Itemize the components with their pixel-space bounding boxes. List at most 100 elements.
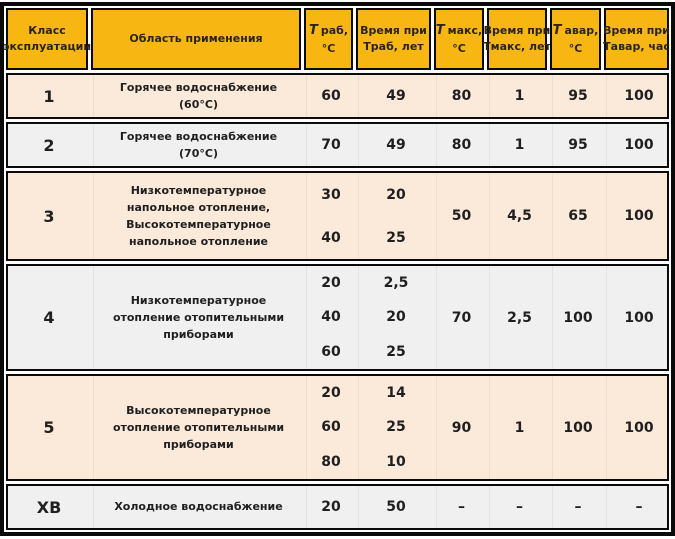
- t-avar-cell: 65: [552, 173, 603, 259]
- value: 4,5: [507, 208, 532, 224]
- value: –: [516, 499, 523, 515]
- table-body: 1 Горячее водоснабжение (60°С) 60 49 80 1 95 10…: [6, 73, 669, 530]
- t-rab-cell: 70: [306, 124, 355, 166]
- value: 70: [451, 309, 472, 326]
- column-header-line1: Класс: [28, 23, 66, 37]
- time-avar-cell: 100: [606, 376, 671, 479]
- t-avar-cell: 95: [552, 75, 603, 117]
- value: 70: [321, 137, 341, 153]
- value: 60: [321, 88, 341, 104]
- t-max-cell: 80: [436, 124, 486, 166]
- column-header-6: Время при Тмакс, лет: [483, 8, 551, 70]
- t-rab-cell: 20: [306, 486, 355, 528]
- value: 1: [514, 137, 525, 153]
- t-avar-cell: 95: [552, 124, 603, 166]
- time-max-cell: 1: [489, 75, 549, 117]
- value: 100: [563, 309, 593, 326]
- value: 40: [321, 229, 341, 246]
- value: 50: [451, 208, 472, 224]
- column-header-4: Время при Траб, лет: [356, 8, 431, 70]
- value: 2,5: [383, 275, 409, 292]
- temperature-symbol: T: [435, 23, 445, 38]
- column-header-1: Класс эксплуатации: [2, 8, 92, 70]
- time-avar-cell: 100: [606, 266, 671, 369]
- table-row-class-3: 3 Низкотемпературное напольное отопление,…: [6, 171, 669, 261]
- column-header-line2: Тавар, час: [603, 40, 670, 53]
- value: 80: [321, 453, 341, 470]
- value: 1: [514, 88, 525, 104]
- value: 14: [386, 385, 406, 402]
- class-cell: 5: [43, 418, 55, 437]
- class-cell: 4: [43, 308, 55, 327]
- time-rab-cell: 49: [358, 75, 433, 117]
- value: 49: [386, 137, 406, 153]
- application-cell: Холодное водоснабжение: [93, 486, 303, 528]
- t-avar-cell: –: [552, 486, 603, 528]
- time-rab-cell: 2,5 20 25: [358, 266, 433, 369]
- table-row-class-2: 2 Горячее водоснабжение (70°С) 70 49 80 1 95 10…: [6, 122, 669, 168]
- column-header-line2: Тмакс, лет: [483, 40, 551, 53]
- value: 100: [624, 137, 654, 153]
- time-avar-cell: 100: [606, 173, 671, 259]
- table-row-class-ХВ: ХВ Холодное водоснабжение 20 50 – – – –: [6, 484, 669, 530]
- column-header-8: Время при Тавар, час: [603, 8, 670, 70]
- temperature-symbol: T: [308, 23, 318, 38]
- t-max-cell: 90: [436, 376, 486, 479]
- class-cell: 2: [43, 135, 55, 155]
- value: 95: [568, 88, 588, 104]
- column-header-line1: Время при: [603, 23, 670, 37]
- value: –: [635, 499, 643, 515]
- application-cell: Горячее водоснабжение (70°С): [93, 124, 303, 166]
- application-cell: Низкотемпературное напольное отопление, …: [93, 173, 303, 259]
- column-header-line2: эксплуатации: [2, 40, 92, 53]
- t-rab-cell: 60: [306, 75, 355, 117]
- value: 100: [624, 419, 654, 436]
- time-max-cell: 2,5: [489, 266, 549, 369]
- value: 20: [321, 499, 341, 515]
- table-row-class-5: 5 Высокотемпературное отопление отопитель…: [6, 374, 669, 481]
- value: 25: [386, 419, 406, 436]
- time-max-cell: 4,5: [489, 173, 549, 259]
- value: 100: [624, 208, 654, 224]
- column-header-line1: Область применения: [129, 31, 263, 45]
- t-max-cell: 70: [436, 266, 486, 369]
- time-max-cell: 1: [489, 376, 549, 479]
- value: 100: [624, 309, 654, 326]
- column-header-line2: °С: [452, 41, 466, 55]
- time-avar-cell: 100: [606, 75, 671, 117]
- value: 49: [386, 88, 406, 104]
- value: 25: [386, 343, 406, 360]
- t-rab-cell: 20 60 80: [306, 376, 355, 479]
- value: 25: [386, 229, 406, 246]
- t-avar-cell: 100: [552, 376, 603, 479]
- value: 80: [451, 88, 472, 104]
- value: 10: [386, 453, 406, 470]
- value: 95: [568, 137, 588, 153]
- time-rab-cell: 20 25: [358, 173, 433, 259]
- column-header-line1: Время при: [360, 23, 427, 37]
- time-max-cell: 1: [489, 124, 549, 166]
- time-max-cell: –: [489, 486, 549, 528]
- t-avar-cell: 100: [552, 266, 603, 369]
- temperature-symbol: T: [552, 23, 562, 38]
- value: 20: [321, 275, 341, 292]
- value: –: [458, 499, 465, 515]
- value: 90: [451, 419, 472, 436]
- t-max-cell: 80: [436, 75, 486, 117]
- value: 20: [321, 385, 341, 402]
- column-header-line2: °С: [321, 41, 336, 55]
- value: 20: [386, 309, 406, 326]
- application-cell: Высокотемпературное отопление отопительн…: [93, 376, 303, 479]
- column-header-2: Область применения: [91, 8, 301, 70]
- t-max-cell: 50: [436, 173, 486, 259]
- value: 60: [321, 343, 341, 360]
- column-header-line2: °С: [568, 41, 583, 55]
- value: 100: [563, 419, 593, 436]
